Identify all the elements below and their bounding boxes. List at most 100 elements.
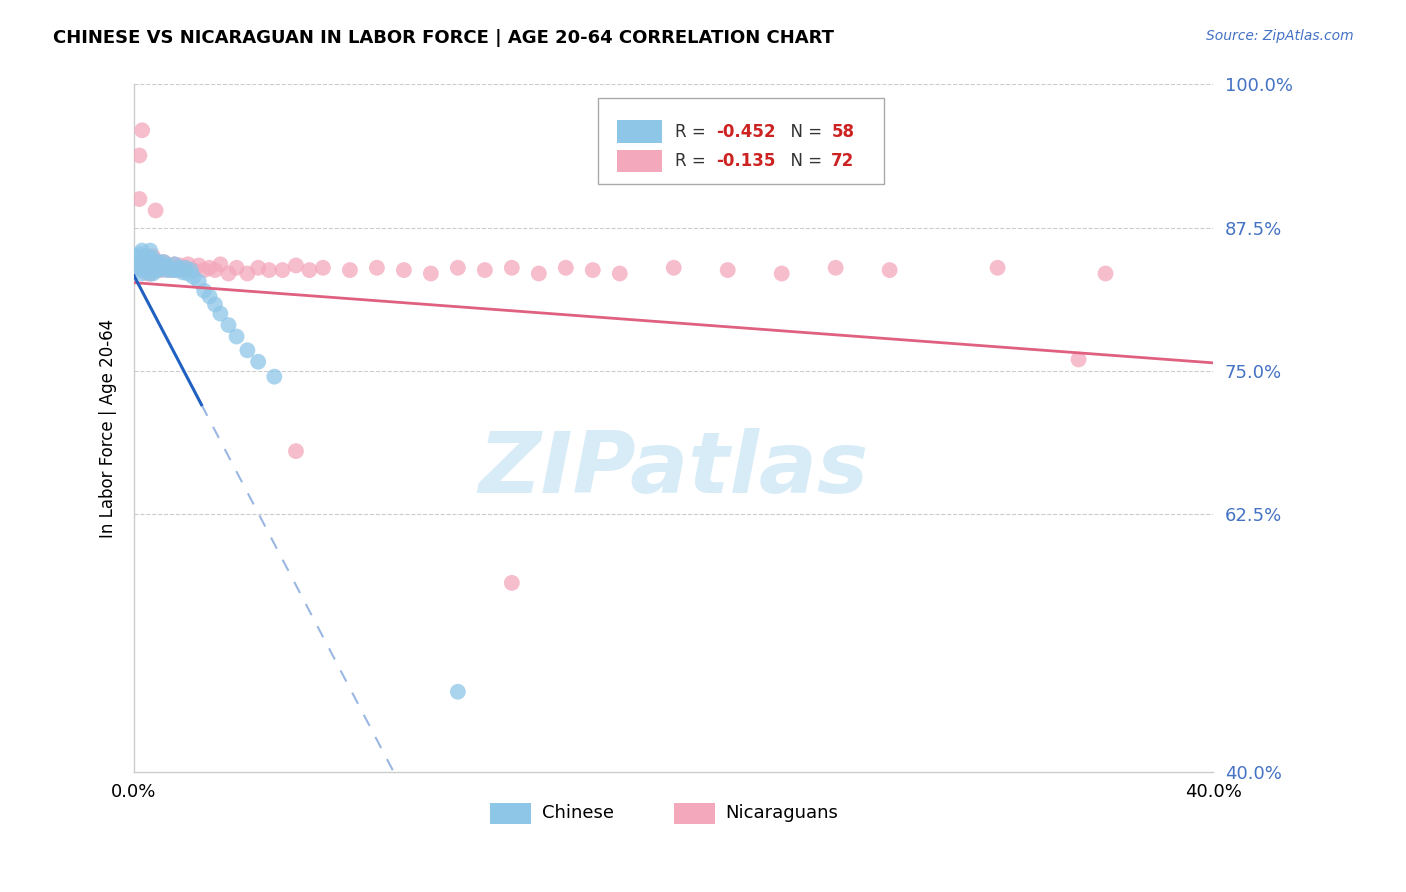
Point xyxy=(134,257,156,271)
Point xyxy=(824,260,846,275)
Point xyxy=(131,257,153,271)
Point xyxy=(169,260,191,275)
Point xyxy=(152,255,174,269)
Text: 72: 72 xyxy=(831,152,855,170)
Point xyxy=(174,260,197,275)
Point xyxy=(218,267,240,281)
Point xyxy=(174,260,197,275)
Text: 58: 58 xyxy=(831,123,855,141)
Point xyxy=(236,343,259,358)
Point xyxy=(136,255,159,269)
Point xyxy=(198,289,221,303)
Point xyxy=(125,260,148,275)
Text: N =: N = xyxy=(779,152,827,170)
Point xyxy=(134,263,156,277)
Point xyxy=(128,257,150,271)
Point xyxy=(136,257,159,271)
Point xyxy=(142,252,165,266)
Point xyxy=(1067,352,1090,367)
Point xyxy=(209,307,232,321)
Point xyxy=(169,259,191,273)
Point xyxy=(134,249,156,263)
Point xyxy=(131,263,153,277)
Point xyxy=(366,260,388,275)
Point xyxy=(155,263,177,277)
Point xyxy=(284,259,307,273)
Point xyxy=(139,244,162,258)
Point xyxy=(136,249,159,263)
Text: -0.452: -0.452 xyxy=(716,123,775,141)
Point xyxy=(142,260,165,275)
Point xyxy=(163,263,186,277)
Point xyxy=(131,257,153,271)
Point xyxy=(148,255,170,269)
FancyBboxPatch shape xyxy=(491,803,531,823)
Point xyxy=(879,263,901,277)
Point xyxy=(145,263,167,277)
Point xyxy=(193,263,215,277)
Point xyxy=(128,247,150,261)
Point xyxy=(148,260,170,275)
Point xyxy=(150,257,173,271)
Point xyxy=(131,123,153,137)
Point xyxy=(157,260,180,275)
Y-axis label: In Labor Force | Age 20-64: In Labor Force | Age 20-64 xyxy=(100,318,117,538)
Text: R =: R = xyxy=(675,123,711,141)
Point xyxy=(987,260,1010,275)
Point xyxy=(447,260,470,275)
Point xyxy=(204,263,226,277)
Point xyxy=(312,260,335,275)
Point xyxy=(150,257,173,271)
Point xyxy=(142,267,165,281)
Point xyxy=(145,257,167,271)
Text: Nicaraguans: Nicaraguans xyxy=(725,805,838,822)
Point xyxy=(142,260,165,275)
Point xyxy=(183,263,205,277)
Point xyxy=(145,263,167,277)
Text: N =: N = xyxy=(779,123,827,141)
Point xyxy=(271,263,294,277)
Point xyxy=(152,255,174,269)
Point xyxy=(155,259,177,273)
Point xyxy=(474,263,496,277)
Point xyxy=(131,267,153,281)
Point xyxy=(1094,267,1116,281)
Point xyxy=(136,255,159,269)
Point xyxy=(339,263,361,277)
Point xyxy=(131,252,153,266)
Point xyxy=(198,260,221,275)
Point xyxy=(225,260,247,275)
Point xyxy=(128,192,150,206)
Point xyxy=(609,267,631,281)
Point xyxy=(139,267,162,281)
Point xyxy=(183,269,205,284)
Point xyxy=(128,260,150,275)
Point xyxy=(139,267,162,281)
FancyBboxPatch shape xyxy=(673,803,714,823)
Point xyxy=(136,263,159,277)
Point xyxy=(247,355,270,369)
Point xyxy=(136,260,159,275)
Point xyxy=(148,263,170,277)
Point xyxy=(263,369,285,384)
Text: ZIPatlas: ZIPatlas xyxy=(478,428,869,511)
Point xyxy=(247,260,270,275)
Point xyxy=(257,263,280,277)
Point xyxy=(662,260,685,275)
Point xyxy=(582,263,605,277)
Point xyxy=(136,267,159,281)
Point xyxy=(177,257,200,271)
Text: CHINESE VS NICARAGUAN IN LABOR FORCE | AGE 20-64 CORRELATION CHART: CHINESE VS NICARAGUAN IN LABOR FORCE | A… xyxy=(53,29,834,46)
Point xyxy=(148,255,170,269)
Point xyxy=(225,329,247,343)
Point xyxy=(447,685,470,699)
Text: Source: ZipAtlas.com: Source: ZipAtlas.com xyxy=(1206,29,1354,43)
Point xyxy=(155,259,177,273)
Point xyxy=(128,257,150,271)
Point xyxy=(163,257,186,271)
Point xyxy=(131,263,153,277)
Point xyxy=(128,148,150,162)
Point xyxy=(218,318,240,332)
Point xyxy=(177,267,200,281)
Point xyxy=(180,263,202,277)
